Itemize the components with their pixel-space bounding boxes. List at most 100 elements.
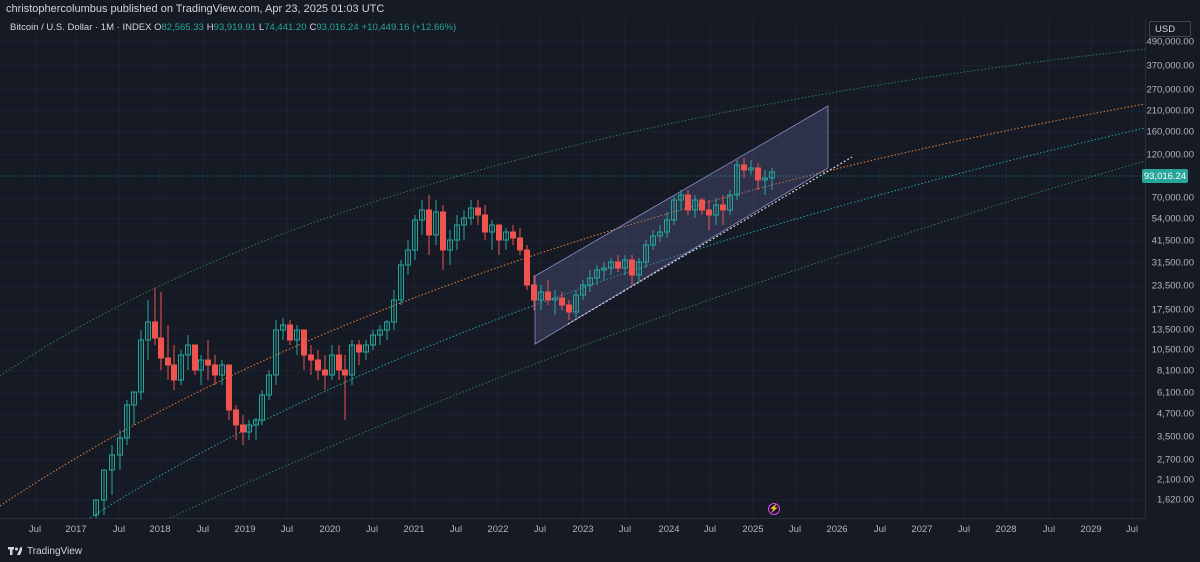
- candle: [192, 344, 198, 375]
- candle: [643, 240, 649, 268]
- symbol-name: Bitcoin / U.S. Dollar · 1M · INDEX: [10, 22, 152, 33]
- candle-body: [671, 199, 677, 221]
- candle: [706, 200, 712, 230]
- time-tick: Jul: [196, 524, 210, 535]
- candle-body: [461, 217, 467, 226]
- candle: [517, 228, 523, 255]
- candle-body: [124, 404, 130, 439]
- candle: [734, 160, 740, 200]
- candle: [101, 469, 107, 515]
- candle: [650, 230, 656, 250]
- candle-body: [426, 209, 432, 236]
- price-tick: 4,700.00: [1157, 408, 1194, 420]
- candle: [622, 255, 628, 275]
- candle: [280, 318, 286, 340]
- candle: [145, 300, 151, 360]
- candle-body: [219, 364, 225, 376]
- time-tick: Jul: [112, 524, 126, 535]
- candle: [240, 415, 246, 445]
- time-tick: 2029: [1080, 524, 1102, 535]
- brand-name: TradingView: [27, 545, 83, 557]
- candle: [152, 288, 158, 345]
- candle: [315, 350, 321, 380]
- low-value: 74,441.20: [264, 22, 307, 33]
- candle: [447, 230, 453, 265]
- candle: [198, 355, 204, 385]
- candle-body: [475, 207, 481, 216]
- candle: [636, 258, 642, 282]
- candle: [608, 258, 614, 275]
- candle-body: [117, 437, 123, 456]
- candle-body: [517, 237, 523, 251]
- price-tick: 8,100.00: [1157, 365, 1194, 377]
- price-tick: 17,500.00: [1151, 304, 1194, 316]
- time-tick: 2022: [487, 524, 509, 535]
- candle-body: [138, 339, 144, 393]
- candle-body: [171, 364, 177, 381]
- candle-body: [240, 424, 246, 433]
- price-tick: 490,000.00: [1146, 36, 1194, 48]
- candle-body: [433, 211, 439, 236]
- candle: [580, 280, 586, 300]
- candle: [273, 320, 279, 385]
- candle: [727, 190, 733, 215]
- candle-body: [650, 235, 656, 246]
- price-tick: 370,000.00: [1146, 60, 1194, 72]
- footer: TradingView: [0, 540, 1200, 562]
- candle-body: [101, 469, 107, 501]
- candle-body: [636, 261, 642, 276]
- candle-body: [440, 211, 446, 251]
- candle: [412, 215, 418, 260]
- time-axis[interactable]: Jul 2017 Jul 2018 Jul 2019 Jul 2020 Jul 2021 Jul 20…: [0, 518, 1145, 540]
- price-axis[interactable]: 490,000.00 370,000.00 270,000.00 210,000.00…: [1145, 18, 1200, 518]
- time-tick: 2025: [742, 524, 764, 535]
- time-tick: Jul: [533, 524, 547, 535]
- currency-button[interactable]: USD: [1149, 21, 1191, 37]
- candle: [356, 340, 362, 365]
- flash-icon[interactable]: ⚡: [768, 503, 780, 515]
- candle: [573, 290, 579, 318]
- candle: [720, 195, 726, 225]
- regression-channel: [534, 105, 829, 345]
- candle-body: [273, 329, 279, 376]
- candle-body: [748, 167, 754, 171]
- candle-body: [131, 391, 137, 406]
- candle: [336, 345, 342, 380]
- candle: [503, 228, 509, 250]
- time-tick: 2019: [234, 524, 256, 535]
- candle: [601, 262, 607, 280]
- time-tick: Jul: [1125, 524, 1139, 535]
- candle: [454, 215, 460, 250]
- candle: [762, 170, 768, 195]
- candle: [489, 220, 495, 250]
- price-tick: 2,700.00: [1157, 454, 1194, 466]
- candle-body: [266, 374, 272, 396]
- candle-body: [706, 209, 712, 216]
- price-tick: 54,000.00: [1151, 213, 1194, 225]
- publish-info-bar: christophercolumbus published on Trading…: [0, 0, 1200, 18]
- candle-body: [510, 231, 516, 239]
- time-tick: 2023: [572, 524, 594, 535]
- candle-body: [713, 204, 719, 216]
- candle-body: [552, 297, 558, 301]
- candle-body: [342, 369, 348, 376]
- candle: [545, 280, 551, 305]
- candle-body: [329, 354, 335, 376]
- candle-body: [322, 369, 328, 376]
- candle-body: [545, 291, 551, 301]
- candle-body: [503, 231, 509, 241]
- candle-body: [468, 207, 474, 219]
- price-tick: 10,500.00: [1151, 344, 1194, 356]
- candle: [671, 195, 677, 225]
- candle-body: [192, 344, 198, 371]
- price-tick: 41,500.00: [1151, 235, 1194, 247]
- candle-body: [419, 209, 425, 221]
- candle: [219, 360, 225, 385]
- candle: [370, 330, 376, 350]
- change-value: +10,449.16 (+12.66%): [361, 22, 457, 33]
- chart-pane[interactable]: [0, 18, 1145, 518]
- candle-body: [93, 499, 99, 516]
- candle-body: [253, 419, 259, 426]
- price-chart[interactable]: [0, 18, 1145, 518]
- candle-body: [294, 329, 300, 341]
